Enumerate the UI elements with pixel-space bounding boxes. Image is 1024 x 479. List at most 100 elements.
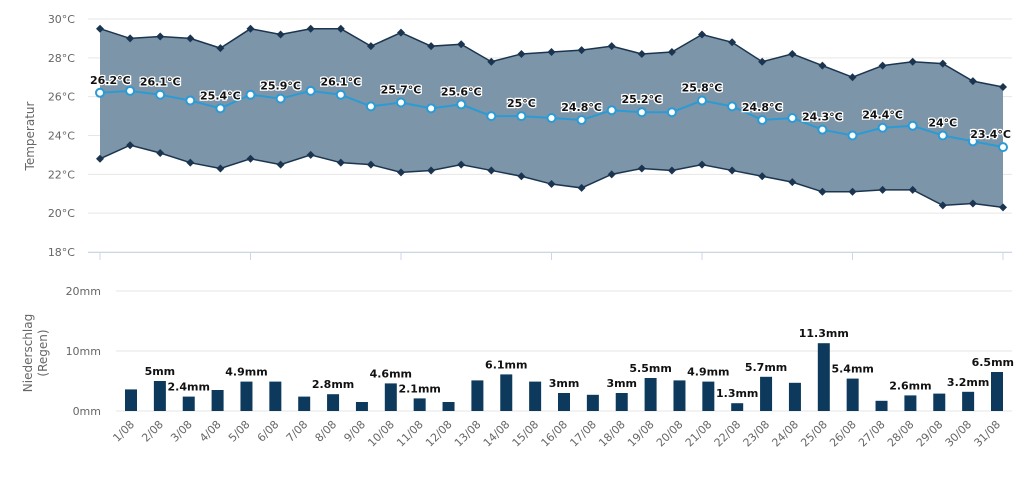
temperature-min-point [938, 201, 947, 210]
precipitation-data-label: 4.9mm [225, 366, 267, 379]
temperature-min-point [517, 172, 526, 181]
temperature-y-tick: 24°C [48, 130, 75, 143]
date-label: 30/08 [943, 418, 975, 450]
precipitation-data-label: 6.5mm [972, 356, 1014, 369]
date-label: 6/08 [255, 418, 282, 445]
temperature-x-ticks [99, 252, 1004, 260]
temperature-avg-point [998, 142, 1008, 153]
temperature-min-point [999, 203, 1007, 212]
precipitation-bar [615, 393, 628, 411]
precipitation-bar [182, 396, 195, 411]
temperature-avg-point [335, 89, 346, 100]
temperature-avg-point [245, 89, 256, 100]
precipitation-data-label: 2.4mm [168, 381, 210, 394]
temperature-data-label: 24.3°C [802, 111, 843, 124]
temperature-y-tick: 18°C [48, 246, 75, 259]
temperature-data-label: 24.8°C [742, 101, 783, 114]
date-label: 27/08 [856, 418, 888, 450]
temperature-avg-point [817, 124, 828, 135]
temperature-avg-point [185, 95, 196, 106]
temperature-min-point [487, 166, 496, 175]
precipitation-bar [788, 382, 801, 411]
temperature-avg-point [396, 97, 406, 108]
temperature-data-label: 26.1°C [140, 76, 181, 89]
temperature-avg-point [877, 122, 888, 133]
temperature-min-point [156, 148, 165, 157]
temperature-max-point [487, 57, 496, 66]
temperature-y-tick: 26°C [48, 91, 75, 104]
temperature-max-point [999, 82, 1007, 91]
temperature-min-point [397, 168, 405, 177]
temperature-avg-point [275, 93, 286, 104]
temperature-avg-point [757, 114, 768, 125]
temperature-max-point [667, 48, 676, 57]
temperature-min-point [276, 160, 285, 169]
temperature-min-point [968, 199, 977, 208]
precipitation-data-label: 5.4mm [831, 363, 873, 376]
temperature-avg-point [937, 130, 948, 141]
precipitation-bar [153, 381, 166, 411]
temperature-max-point [818, 61, 827, 70]
date-label: 21/08 [683, 418, 715, 450]
precipitation-y-axis-subtitle: (Regen) [36, 329, 50, 376]
precipitation-bar [904, 395, 917, 411]
temperature-data-label: 24.4°C [862, 109, 903, 122]
date-label: 18/08 [596, 418, 628, 450]
temperature-data-label: 25.7°C [381, 83, 422, 96]
precipitation-data-label: 5.7mm [745, 361, 787, 374]
temperature-data-label: 26.1°C [320, 76, 361, 89]
precipitation-bar [500, 374, 513, 411]
precipitation-data-labels: 5mm 2.4mm 4.9mm 2.8mm 4.6mm 2.1mm 6.1mm 3mm 3mm 5… [145, 327, 1014, 400]
date-label: 23/08 [741, 418, 773, 450]
date-label: 20/08 [654, 418, 686, 450]
date-label: 8/08 [313, 418, 340, 445]
temperature-max-point [306, 24, 315, 33]
date-label: 22/08 [712, 418, 744, 450]
precipitation-bar [355, 402, 368, 411]
temperature-min-point [457, 160, 466, 169]
temperature-min-point [96, 154, 104, 163]
temperature-min-point [427, 166, 436, 175]
precipitation-bar [211, 390, 224, 411]
date-label: 31/08 [972, 418, 1004, 450]
precipitation-data-label: 5mm [145, 365, 176, 378]
temperature-max-point [397, 28, 405, 37]
temperature-avg-point [727, 101, 738, 112]
temperature-y-tick: 30°C [48, 13, 75, 26]
precipitation-bar [991, 372, 1003, 411]
date-label: 10/08 [365, 418, 397, 450]
temperature-data-label: 23.4°C [970, 128, 1011, 141]
date-label: 9/08 [341, 418, 368, 445]
date-label: 4/08 [197, 418, 224, 445]
temperature-data-label: 24.8°C [561, 101, 602, 114]
precipitation-y-axis: 0mm 10mm 20mm [66, 285, 101, 418]
temperature-max-point [517, 49, 526, 58]
temperature-min-point [246, 154, 255, 163]
precipitation-data-label: 4.6mm [370, 367, 412, 380]
date-label: 29/08 [914, 418, 946, 450]
precipitation-data-label: 2.8mm [312, 378, 354, 391]
precipitation-bar [933, 393, 946, 411]
temperature-max-point [216, 44, 225, 53]
temperature-avg-point [697, 95, 707, 106]
date-label: 13/08 [452, 418, 484, 450]
temperature-chart: 26.2°C 26.1°C 25.4°C 25.9°C 26.1°C 25.7°C 25.6… [23, 13, 1012, 260]
temperature-avg-point [305, 85, 316, 96]
temperature-max-point [788, 49, 797, 58]
date-label: 11/08 [394, 418, 426, 450]
date-label: 2/08 [139, 418, 166, 445]
precipitation-y-tick: 20mm [66, 285, 101, 298]
precipitation-data-label: 4.9mm [687, 366, 729, 379]
temperature-min-point [366, 160, 375, 169]
date-label: 1/08 [110, 418, 137, 445]
temperature-min-point [728, 166, 737, 175]
precipitation-bar [702, 381, 715, 411]
date-label: 19/08 [625, 418, 657, 450]
temperature-data-label: 25.9°C [260, 80, 301, 93]
temperature-avg-point [967, 136, 978, 147]
temperature-avg-point [426, 103, 437, 114]
temperature-max-point [96, 24, 104, 33]
precipitation-bar [558, 393, 570, 411]
temperature-avg-point [486, 111, 497, 122]
date-label: 17/08 [567, 418, 599, 450]
